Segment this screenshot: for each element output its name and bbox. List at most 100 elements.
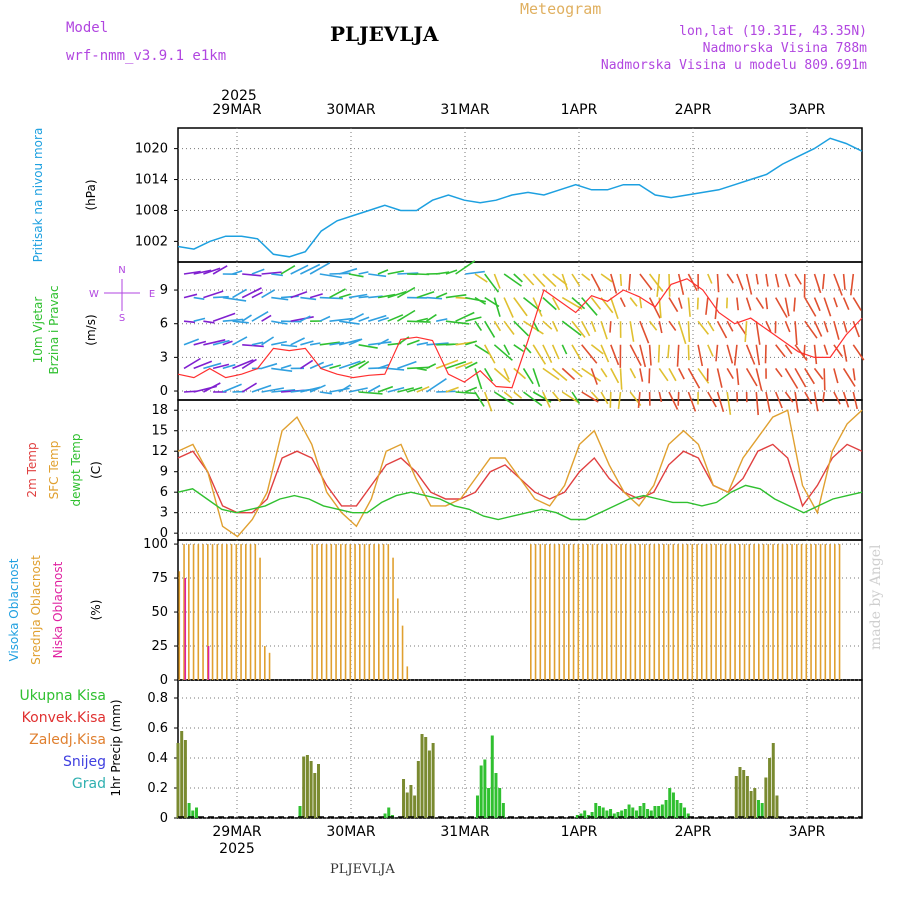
wind-barb	[804, 367, 815, 385]
wind-barb	[396, 309, 416, 322]
wind-barb	[484, 273, 500, 293]
wind-barb	[416, 341, 429, 346]
precip-bar	[638, 806, 642, 818]
wind-barb	[707, 273, 713, 284]
wind-barb	[377, 338, 389, 346]
low-cloud-axis-label: Niska Oblacnost	[51, 561, 65, 658]
precip-bar	[194, 807, 198, 818]
panel-frame-4	[177, 679, 863, 819]
precip-bar	[316, 764, 320, 818]
wind-barb	[183, 293, 198, 299]
wind-barb	[513, 344, 524, 353]
precip-bar	[605, 810, 609, 818]
wind-barb	[358, 360, 370, 370]
wind-barb	[493, 367, 511, 383]
wind-axis-label-2: Brzina i Pravac	[47, 285, 61, 374]
wind-barb	[329, 364, 342, 370]
wind-barb	[377, 363, 390, 370]
wind-barb	[833, 320, 840, 340]
wind-barb	[609, 321, 612, 333]
wind-barb	[338, 384, 352, 393]
wind-barb	[407, 366, 430, 370]
x-tick-bottom-0: 29MAR	[212, 824, 261, 840]
wind-barb	[503, 391, 513, 399]
wind-barb	[251, 341, 264, 346]
temp-line-2	[177, 484, 863, 521]
wind-barb	[242, 344, 264, 348]
wind-barb	[707, 391, 717, 408]
wind-barb	[358, 391, 383, 395]
wind-barb	[842, 391, 850, 408]
wind-barb	[348, 338, 363, 346]
wind-barb	[338, 267, 358, 275]
y-tick-2-4: 12	[151, 444, 168, 459]
wind-barb	[542, 273, 557, 288]
wind-barb	[474, 320, 483, 332]
wind-barb	[813, 273, 822, 294]
wind-barb	[484, 367, 494, 382]
wind-barb	[212, 363, 230, 370]
wind-unit-label: (m/s)	[84, 314, 98, 345]
wind-barb	[465, 340, 478, 346]
wind-barb	[707, 320, 715, 332]
wind-barb	[406, 339, 420, 346]
x-tick-bottom-3: 1APR	[561, 824, 598, 840]
precip-bar	[738, 767, 742, 818]
wind-axis-label-1: 10m Vjetar	[31, 297, 45, 364]
precip-bar	[775, 795, 779, 818]
precip-bar	[590, 812, 594, 818]
wind-barb	[309, 361, 325, 370]
wind-barb	[523, 320, 544, 335]
wind-barb	[813, 367, 824, 380]
precip-bar	[420, 734, 424, 818]
wind-barb	[222, 340, 233, 346]
wind-barb	[183, 320, 196, 324]
wind-barb	[416, 367, 427, 371]
wind-barb	[542, 367, 560, 381]
meteogram-title: Meteogram	[520, 0, 602, 18]
wind-barb	[455, 361, 473, 370]
wind-barb	[784, 273, 791, 287]
wind-barb	[232, 270, 243, 275]
x-tick-bottom-4: 2APR	[675, 824, 712, 840]
wind-barb	[193, 360, 213, 370]
precip-bar	[187, 803, 191, 818]
wind-barb	[387, 367, 405, 371]
precip-bar	[760, 803, 764, 818]
wind-barb	[813, 320, 823, 337]
model-altitude-label: Nadmorska Visina u modelu 809.691m	[600, 58, 867, 73]
wind-barb	[823, 297, 832, 317]
precip-legend-1: Konvek.Kisa	[22, 710, 106, 726]
wind-barb	[290, 264, 309, 275]
wind-barb	[542, 344, 553, 364]
wind-barb	[523, 391, 543, 407]
wind-barb	[222, 383, 242, 393]
wind-barb	[407, 320, 431, 323]
wind-barb	[474, 296, 487, 305]
wind-barb	[736, 297, 739, 311]
wind-barb	[387, 290, 407, 299]
wind-barb	[465, 316, 482, 322]
wind-barb	[571, 296, 586, 310]
wind-barb	[628, 273, 631, 291]
wind-barb	[833, 297, 838, 308]
y-tick-3-0: 0	[160, 673, 168, 688]
wind-barb	[822, 391, 825, 403]
wind-barb	[716, 391, 725, 413]
wind-barb	[309, 342, 321, 346]
wind-barb	[667, 344, 670, 359]
sfctemp-axis-label: SFC Temp	[47, 441, 61, 500]
precip-bar	[313, 773, 317, 818]
model-label: Model	[66, 20, 109, 36]
wind-barb	[561, 320, 582, 337]
wind-barb	[648, 368, 651, 384]
wind-barb	[619, 297, 626, 308]
wind-barb	[300, 315, 311, 322]
lonlat-label: lon,lat (19.31E, 43.35N)	[679, 24, 867, 39]
wind-barb	[658, 391, 663, 403]
wind-barb	[551, 391, 562, 403]
wind-barb	[203, 320, 215, 324]
wind-barb	[765, 273, 769, 287]
wind-barb	[619, 273, 623, 286]
wind-barb	[542, 297, 557, 311]
